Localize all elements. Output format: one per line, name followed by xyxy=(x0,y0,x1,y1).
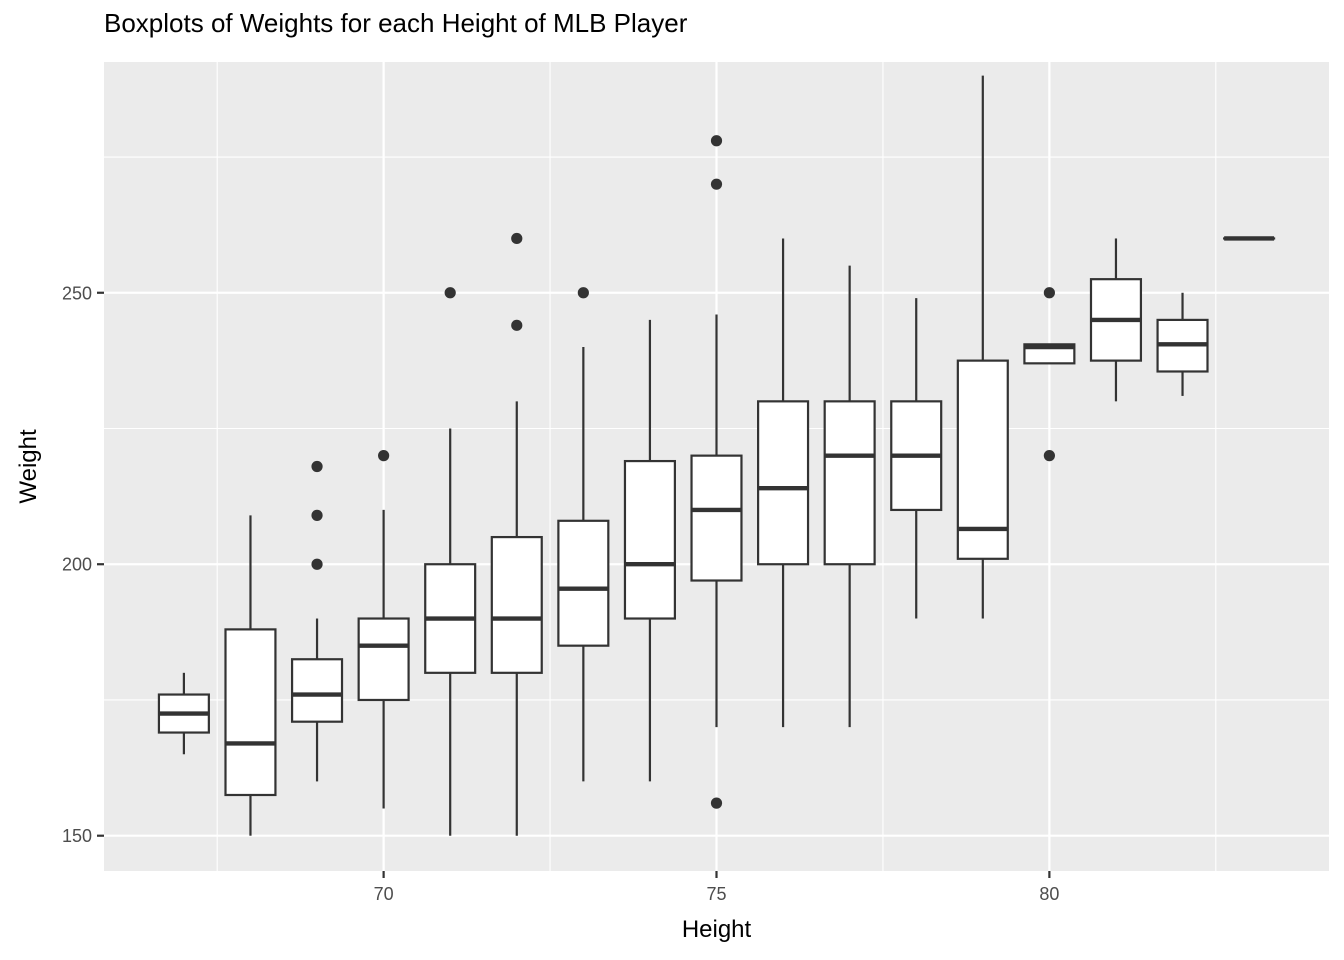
box-73 xyxy=(557,287,610,782)
box-70 xyxy=(357,450,410,809)
iqr-box xyxy=(956,359,1009,560)
box-82 xyxy=(1156,292,1209,396)
box-78 xyxy=(890,298,943,619)
box-72 xyxy=(490,232,543,836)
iqr-box xyxy=(690,454,743,582)
y-tick-label: 250 xyxy=(62,283,92,303)
outlier-point xyxy=(710,135,723,147)
outlier-point xyxy=(710,178,723,190)
box-71 xyxy=(424,287,477,836)
box-74 xyxy=(623,319,676,782)
box-79 xyxy=(956,75,1009,619)
iqr-box xyxy=(290,658,344,723)
iqr-box xyxy=(623,459,676,620)
x-tick-label: 70 xyxy=(374,884,394,904)
iqr-box xyxy=(823,400,876,566)
box-80 xyxy=(1023,287,1076,462)
iqr-box xyxy=(357,617,410,702)
box-81 xyxy=(1089,238,1143,402)
box-77 xyxy=(823,265,876,728)
outlier-point xyxy=(1043,287,1055,299)
outlier-point xyxy=(710,797,723,809)
axes: 70 75 80 150 200 250 xyxy=(62,283,1059,904)
box-69 xyxy=(290,460,344,782)
x-axis-title: Height xyxy=(682,916,752,943)
iqr-box xyxy=(490,535,543,674)
y-axis-title: Weight xyxy=(15,429,42,504)
outlier-point xyxy=(378,450,390,462)
box-75 xyxy=(690,135,743,809)
box-76 xyxy=(757,238,810,728)
outlier-point xyxy=(311,460,323,473)
y-tick-label: 150 xyxy=(62,826,92,846)
outlier-point xyxy=(577,287,589,299)
outlier-point xyxy=(311,509,323,521)
x-tick-label: 80 xyxy=(1039,884,1059,904)
chart-title: Boxplots of Weights for each Height of M… xyxy=(104,8,688,38)
outlier-point xyxy=(1043,450,1055,462)
box-68 xyxy=(224,515,277,836)
outlier-point xyxy=(311,558,323,570)
iqr-box xyxy=(224,628,277,797)
x-tick-label: 75 xyxy=(706,884,726,904)
boxplot-series xyxy=(157,75,1276,836)
box-67 xyxy=(157,672,210,755)
iqr-box xyxy=(757,400,810,566)
outlier-point xyxy=(444,287,456,299)
outlier-point xyxy=(511,232,523,245)
outlier-point xyxy=(511,319,523,331)
y-tick-label: 200 xyxy=(62,555,92,575)
iqr-box xyxy=(557,519,610,647)
